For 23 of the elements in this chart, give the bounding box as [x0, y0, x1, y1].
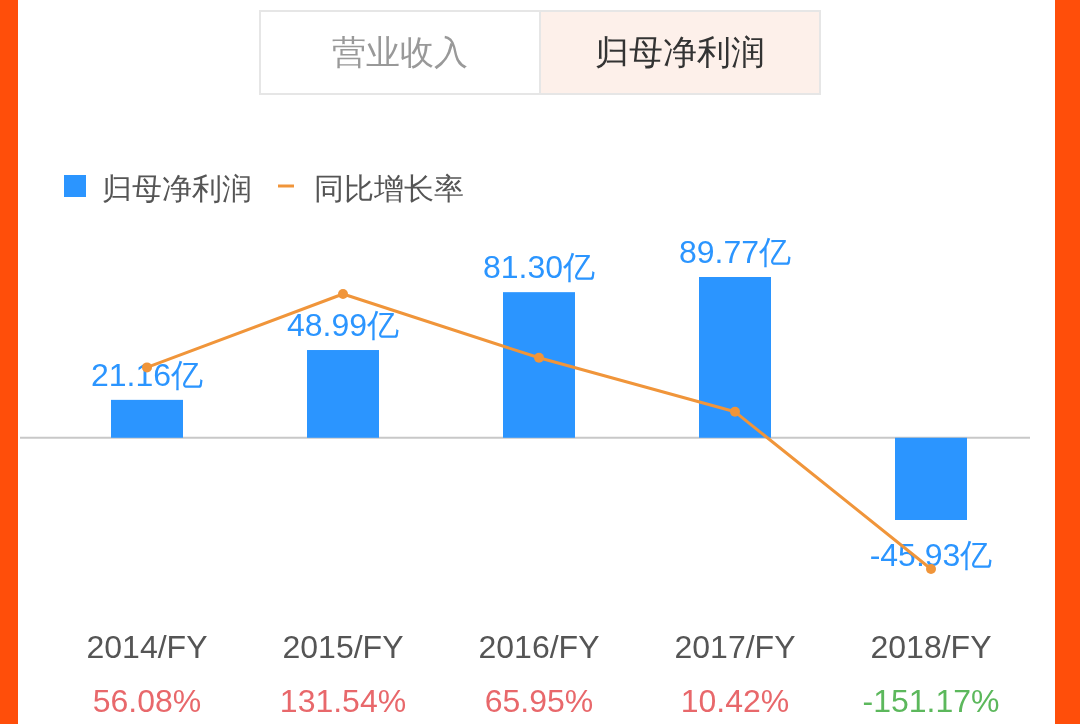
legend-label: 同比增长率: [314, 172, 464, 205]
bar: [307, 350, 379, 438]
x-tick-label: 2018/FY: [870, 629, 992, 665]
data-label: 65.95%: [484, 683, 594, 719]
x-tick-label: 2015/FY: [282, 629, 404, 665]
data-label: 131.54%: [279, 683, 407, 719]
x-tick-label: 2017/FY: [674, 629, 796, 665]
bar: [895, 437, 967, 520]
text: 营业收入: [332, 33, 468, 71]
text: 归母净利润: [595, 33, 765, 71]
data-label: 81.30亿: [482, 249, 596, 286]
data-label: 89.77亿: [678, 234, 792, 270]
data-label: -151.17%: [862, 683, 1000, 719]
x-tick-label: 2014/FY: [86, 629, 208, 665]
data-label: 48.99亿: [286, 307, 400, 344]
data-label: 21.16亿: [90, 356, 204, 393]
data-label: 56.08%: [92, 683, 202, 719]
data-label: 10.42%: [680, 683, 790, 719]
bar: [699, 277, 771, 438]
bar: [111, 399, 183, 438]
legend-label: 归母净利润: [102, 172, 252, 205]
x-tick-label: 2016/FY: [478, 629, 600, 665]
bar: [503, 292, 575, 438]
